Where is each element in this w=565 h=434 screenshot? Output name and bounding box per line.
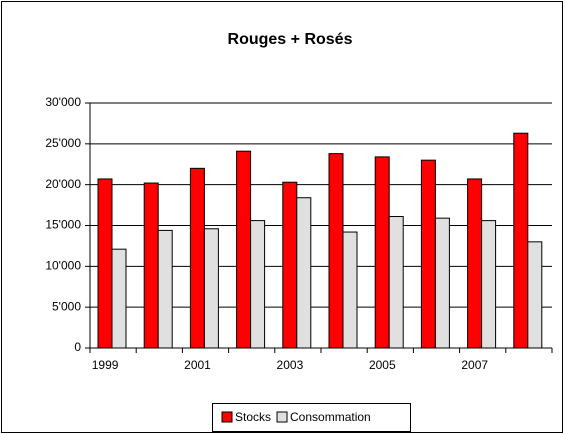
- legend-swatch: [221, 411, 233, 423]
- bar: [111, 248, 127, 349]
- x-tick-label: 1999: [92, 358, 119, 372]
- bar: [157, 229, 173, 349]
- x-tick-label: 2005: [369, 358, 396, 372]
- x-tick-label: 2003: [277, 358, 304, 372]
- legend-label: Stocks: [235, 410, 271, 424]
- y-tick-label: 25'000: [45, 136, 81, 150]
- bar: [203, 228, 219, 349]
- bar: [296, 197, 312, 349]
- bar: [143, 182, 159, 349]
- y-tick-label: 0: [74, 340, 81, 354]
- x-tick-label: 2007: [461, 358, 488, 372]
- y-tick-label: 15'000: [45, 218, 81, 232]
- legend-label: Consommation: [290, 410, 371, 424]
- bar: [481, 220, 497, 349]
- x-tick-label: 2001: [184, 358, 211, 372]
- bar: [527, 241, 543, 349]
- bar: [250, 220, 266, 349]
- legend-box: [212, 403, 411, 432]
- bar: [342, 231, 358, 349]
- chart-title: Rouges + Rosés: [228, 31, 353, 48]
- y-tick-label: 10'000: [45, 259, 81, 273]
- bar: [282, 181, 298, 349]
- bar: [236, 150, 252, 349]
- bar: [513, 132, 529, 349]
- bar: [434, 217, 450, 349]
- bar: [189, 167, 205, 349]
- bar: [467, 178, 483, 349]
- y-tick-label: 20'000: [45, 177, 81, 191]
- legend-swatch: [276, 411, 288, 423]
- bar: [97, 178, 113, 349]
- bar: [388, 216, 404, 349]
- y-tick-label: 5'000: [52, 299, 81, 313]
- y-tick-label: 30'000: [45, 95, 81, 109]
- bar: [328, 153, 344, 349]
- bar: [420, 159, 436, 349]
- bar: [374, 156, 390, 349]
